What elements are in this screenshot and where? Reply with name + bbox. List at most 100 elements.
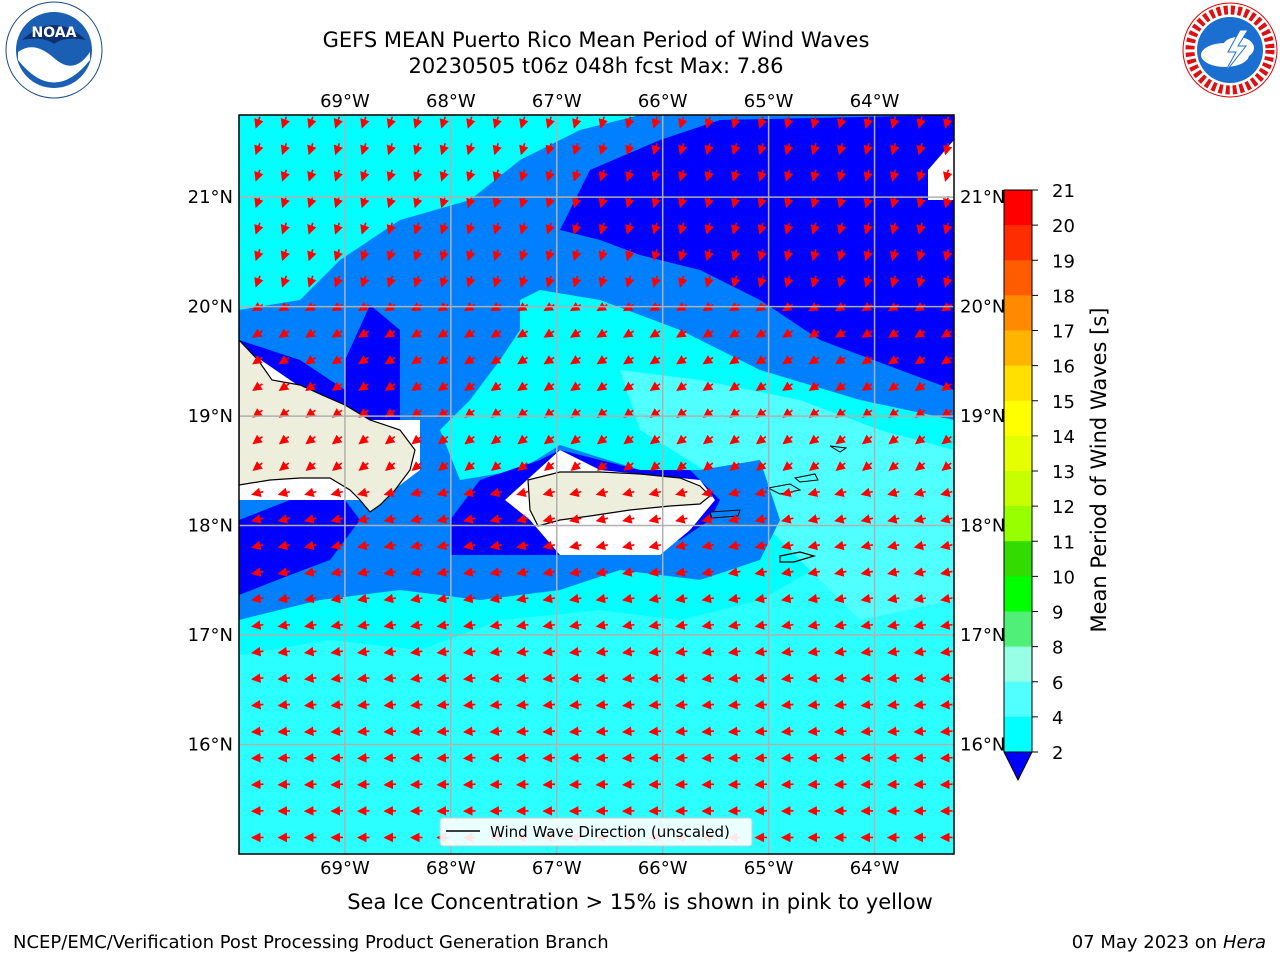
wave-arrow: [674, 779, 688, 790]
wave-arrow: [860, 673, 874, 683]
wave-arrow: [727, 753, 741, 763]
wave-arrow: [489, 540, 503, 551]
wave-arrow: [463, 487, 476, 498]
wave-arrow: [648, 620, 662, 630]
wave-arrow: [519, 249, 529, 262]
wave-arrow: [834, 487, 847, 498]
wave-arrow: [489, 726, 503, 737]
wave-arrow: [413, 143, 423, 156]
wave-arrow: [860, 753, 874, 763]
wave-arrow: [333, 275, 343, 288]
wave-arrow: [780, 726, 794, 737]
wave-arrow: [277, 646, 291, 657]
colorbar-segment: [1004, 576, 1032, 612]
wave-arrow: [542, 540, 556, 551]
wave-arrow: [410, 567, 423, 577]
wave-arrow: [307, 169, 317, 182]
wave-arrow: [674, 699, 688, 710]
wave-arrow: [648, 567, 662, 577]
wave-arrow: [383, 753, 397, 763]
wave-arrow: [887, 302, 900, 312]
wave-arrow: [595, 487, 609, 498]
wave-arrow: [863, 116, 873, 129]
wave-arrow: [492, 222, 502, 235]
wave-arrow: [410, 540, 423, 551]
wave-arrow: [860, 779, 874, 790]
wave-arrow: [492, 196, 502, 209]
wave-arrow: [437, 355, 449, 365]
wave-arrow: [598, 116, 608, 129]
wave-arrow: [941, 381, 952, 392]
wave-arrow: [649, 302, 661, 312]
wave-arrow: [251, 487, 264, 498]
wave-arrow: [542, 620, 556, 630]
wave-arrow: [303, 620, 317, 630]
wave-arrow: [754, 673, 768, 683]
wave-arrow: [277, 726, 291, 737]
wave-arrow: [360, 196, 370, 209]
wave-arrow: [519, 169, 529, 182]
wave-arrow: [386, 196, 396, 209]
wave-arrow: [863, 248, 873, 262]
wave-arrow: [516, 593, 529, 604]
wave-arrow: [916, 275, 926, 288]
wave-arrow: [595, 779, 609, 790]
wave-arrow: [598, 249, 608, 262]
wave-arrow: [914, 328, 926, 338]
wave-arrow: [860, 593, 874, 604]
wave-arrow: [356, 620, 370, 630]
wave-arrow: [254, 116, 264, 129]
wave-arrow: [755, 328, 767, 338]
wave-arrow: [702, 328, 714, 338]
wave-arrow: [702, 461, 714, 471]
wave-arrow: [648, 753, 662, 763]
wave-arrow: [542, 753, 556, 763]
wave-arrow: [943, 142, 953, 156]
wave-arrow: [727, 726, 741, 737]
wave-arrow: [463, 302, 476, 312]
wave-arrow: [277, 540, 291, 551]
colorbar-segment: [1004, 330, 1032, 367]
wave-arrow: [916, 195, 926, 209]
lon-label-top: 69°W: [320, 91, 370, 112]
wave-arrow: [307, 249, 317, 262]
wave-arrow: [492, 116, 502, 129]
wave-arrow: [466, 143, 476, 156]
wave-arrow: [572, 143, 582, 156]
colorbar-segment: [1004, 365, 1032, 402]
wave-arrow: [251, 567, 264, 577]
wave-arrow: [278, 302, 290, 312]
wave-arrow: [704, 249, 714, 262]
wave-arrow: [386, 275, 396, 288]
lat-label-right: 17°N: [960, 625, 1005, 646]
wave-arrow: [357, 487, 370, 498]
wave-arrow: [784, 195, 794, 209]
wave-arrow: [808, 461, 820, 471]
wave-arrow: [410, 328, 423, 338]
wave-arrow: [704, 222, 714, 235]
lon-label-top: 67°W: [532, 91, 582, 112]
wave-arrow: [330, 540, 344, 551]
wave-arrow: [757, 248, 767, 262]
wave-arrow: [360, 169, 370, 182]
wave-arrow: [489, 646, 503, 657]
wave-arrow: [943, 248, 953, 262]
wave-arrow: [754, 487, 768, 498]
lon-label-bottom: 66°W: [638, 858, 688, 879]
wave-arrow: [623, 434, 634, 445]
wave-arrow: [940, 487, 953, 498]
wave-arrow: [384, 434, 396, 445]
wave-arrow: [383, 620, 397, 630]
wave-arrow: [834, 328, 847, 338]
wave-arrow: [489, 620, 503, 630]
lat-label-right: 18°N: [960, 516, 1005, 537]
colorbar-segment: [1004, 506, 1032, 542]
wave-arrow: [304, 514, 317, 524]
wave-arrow: [622, 514, 635, 524]
wave-arrow: [490, 381, 502, 392]
wave-arrow: [545, 249, 555, 262]
wave-arrow: [386, 116, 396, 129]
wave-arrow: [545, 275, 555, 288]
wave-arrow: [307, 143, 317, 156]
wave-arrow: [625, 196, 635, 209]
